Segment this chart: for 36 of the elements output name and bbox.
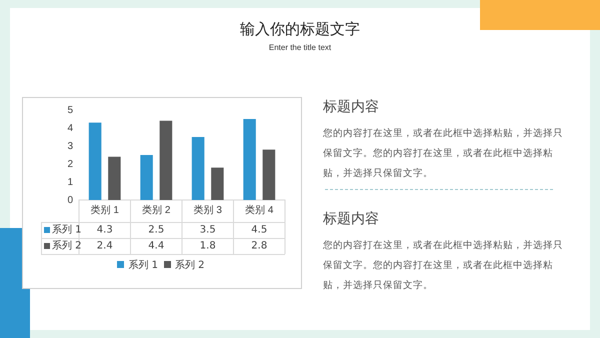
text: 标题内容 <box>323 98 379 116</box>
data-label: 2.8 <box>251 240 268 252</box>
x-tick-label: 类别 2 <box>142 204 171 216</box>
chart-subtitle: Enter the title text <box>268 43 332 52</box>
x-tick-label: 类别 1 <box>90 204 120 216</box>
bar <box>88 122 102 200</box>
bar <box>192 137 204 200</box>
bar <box>262 150 276 200</box>
x-tick-label: 类别 4 <box>245 204 274 216</box>
bar <box>243 119 256 200</box>
text: 您的内容打在这里，或者在此框中选择粘贴，并选择只保留文字。您的内容打在这里，或者在此框中选择粘贴，并选择只保留文字。 <box>323 239 564 293</box>
bar <box>160 120 172 200</box>
y-tick-label: 1 <box>67 176 74 188</box>
text: 系列 2 <box>175 260 205 271</box>
data-label: 4.4 <box>148 240 164 252</box>
legend-label: 系列 2 <box>52 240 82 252</box>
x-tick-label: 类别 3 <box>194 204 222 216</box>
y-tick-label: 3 <box>67 140 74 152</box>
data-label: 4.3 <box>96 224 113 236</box>
chart-title: 输入你的标题文字 <box>239 20 361 39</box>
data-label: 1.8 <box>200 240 216 252</box>
data-label: 3.5 <box>200 224 216 236</box>
text: 系列 1 <box>128 260 158 271</box>
data-label: 2.4 <box>96 240 113 252</box>
data-label: 4.5 <box>251 224 268 236</box>
legend-label: 系列 1 <box>52 224 82 236</box>
y-tick-label: 2 <box>67 158 74 170</box>
data-label: 2.5 <box>148 224 164 236</box>
text: 标题内容 <box>323 210 379 228</box>
y-tick-label: 5 <box>67 104 74 116</box>
text: 您的内容打在这里，或者在此框中选择粘贴，并选择只保留文字。您的内容打在这里，或者在此框中选择粘贴，并选择只保留文字。 <box>323 127 564 181</box>
bar <box>108 156 121 200</box>
y-tick-label: 4 <box>67 122 74 134</box>
bar <box>211 168 224 200</box>
bar <box>140 155 153 200</box>
y-tick-label: 0 <box>67 194 74 206</box>
